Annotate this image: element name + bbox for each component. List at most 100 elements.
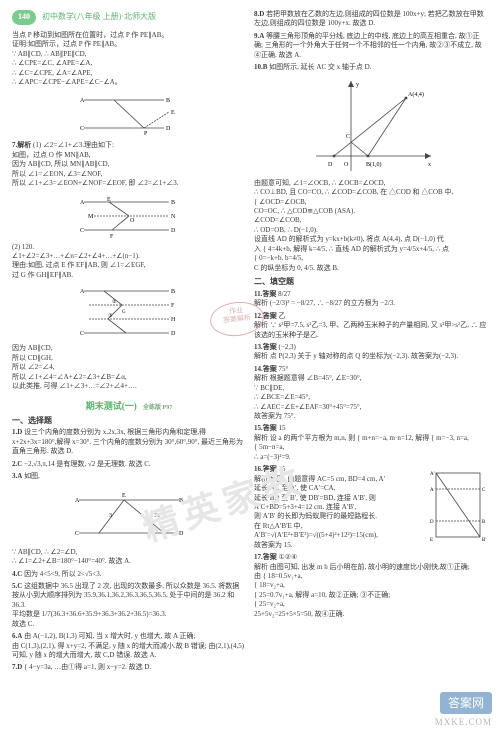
section-b-heading: 二、填空题 (254, 277, 488, 288)
b12-text: 解析 ∵ s²甲=7.5, s²乙=3, 甲、乙两种玉米种子的产量相同, 又 s… (254, 321, 488, 340)
b16l: 则 A′B′ 的长即为蚂蚁爬行的最短路程长. (254, 512, 424, 521)
b14l: ∴ ∠AEC=∠E+∠EAF=30°+45°=75°, (254, 403, 488, 412)
diagram-q7b: AB CD ②G ③F H (74, 283, 184, 341)
b15-ans: 15 (279, 424, 286, 432)
b15l: { 5m−n=a, (254, 443, 488, 452)
q7c-line: 所以 ∠1+∠4=∠A+∠2=∠3+∠B=∠α, (12, 373, 246, 382)
svg-text:3: 3 (109, 513, 112, 519)
a10d: ∠COD=∠COB, (254, 216, 488, 225)
intro-line: ∴ ∠C=∠CPE, ∠A=∠APE, (12, 69, 246, 78)
b14l: ∵ BC∥DE, (254, 384, 488, 393)
a3-num: 3.A (12, 472, 22, 480)
a6-text: 由 A(−1,2), B(1,3) 可知, 当 x 增大时, y 也增大, 故 … (24, 632, 195, 640)
a9: 9.A 等腰三角形顶角的平分线, 底边上的中线, 底边上的高互相重合, 故①正确… (254, 32, 488, 60)
b12: 12.答案 乙 解析 ∵ s²甲=7.5, s²乙=3, 甲、乙两种玉米种子的产… (254, 312, 488, 340)
b17-ans: ①②④ (279, 553, 298, 561)
a3-after-line: ∵ AB∥CD, ∴ ∠2=∠D, (12, 548, 246, 557)
svg-text:A: A (80, 200, 85, 206)
b17l: 解析 由图可知, 出发 m h 后小明在前, 故小明的速度比小刚快,故①正确; (254, 563, 488, 572)
b17l: 25+5v₂=25+5×5=50, 故④正确. (254, 610, 488, 619)
a5-text2: 平均数是 1/7(36.3+36.6+35.9+36.3+36.2+36.5)=… (12, 610, 246, 619)
b16l: 在 Rt△A′B′E 中, (254, 522, 424, 531)
exam-title-text: 期末测试(一) (86, 401, 137, 411)
b14l: 解析 根据题意得 ∠B=45°, ∠E=30°, (254, 374, 488, 383)
a8-text: 若把甲数放在乙数的左边,则组成的四位数是 100x+y; 若把乙数放在甲数左边,… (254, 10, 484, 27)
b11: 11.答案 8/27 解析 (−2/3)³ = −8/27, ∴ −8/27 的… (254, 290, 488, 309)
svg-text:D: D (179, 531, 184, 537)
a4: 4.C 因为 4<5<9, 所以 2<√5<3. (12, 570, 246, 579)
page-body: 140 初中数学(八年级 上册)·北师大版 当点 P 移动到如图所在位置时，过点… (0, 0, 500, 688)
b16-row: 16.答案 15 解析 如图, 由题意得 AC=5 cm, BD=4 cm, A… (254, 465, 488, 553)
diagram-b16: A′ A C D B B′ E (428, 465, 488, 545)
q7c-line: 所以 CD∥GH, (12, 354, 246, 363)
svg-text:E: E (122, 493, 126, 499)
q7-conclusion: 因为 AB∥CD, 所以 CD∥GH, 所以 ∠2=∠4, 所以 ∠1+∠4=∠… (12, 344, 246, 391)
svg-text:A: A (75, 498, 80, 504)
a3-after: ∵ AB∥CD, ∴ ∠2=∠D, ∴ ∠1=∠2+∠B=180°−140°=4… (12, 548, 246, 567)
diagram-intro: A B C D P E (74, 90, 184, 138)
svg-text:A(4,4): A(4,4) (408, 91, 424, 98)
page-number-badge: 140 (12, 10, 36, 25)
b16l: 故答案为 15. (254, 541, 424, 550)
a5-num: 5.C (12, 582, 22, 590)
b16l: 延长 BD 至 B′, 使 DB′=BD, 连接 A′B′, 则 (254, 494, 424, 503)
a10d: ∴ CO⊥BD, 且 CO=CO, ∴ ∠COD=∠COB, 在 △COD 和 … (254, 188, 488, 197)
b15-num: 15.答案 (254, 424, 277, 432)
intro-line: ∴ ∠APC=∠CPE−∠APE=∠C−∠A。 (12, 78, 246, 87)
svg-text:B: B (171, 200, 175, 206)
svg-text:C: C (80, 228, 84, 234)
a8: 8.D 若把甲数放在乙数的左边,则组成的四位数是 100x+y; 若把乙数放在甲… (254, 10, 488, 29)
a10-text: 如图所示, 延长 AC 交 x 轴于点 D. (269, 63, 371, 71)
left-column: 140 初中数学(八年级 上册)·北师大版 当点 P 移动到如图所在位置时，过点… (12, 10, 246, 676)
b17l: 由 { 18=0.5v₁+a, (254, 572, 488, 581)
b15: 15.答案 15 解析 设 a 的两个平方根为 m,n, 则 { m+n=−a,… (254, 424, 488, 462)
right-column: 8.D 若把甲数放在乙数的左边,则组成的四位数是 100x+y; 若把乙数放在甲… (254, 10, 488, 676)
svg-text:N: N (171, 214, 176, 220)
q7c-line: 所以 ∠2=∠4, (12, 363, 246, 372)
intro-block: 当点 P 移动到如图所在位置时，过点 P 作 PE∥AB。 证明:如图所示，过点… (12, 31, 246, 88)
b15l: 解析 设 a 的两个平方根为 m,n, 则 { m+n=−a, m·n=12, … (254, 434, 488, 443)
a2-num: 2.C (12, 460, 22, 468)
q7b: (2) 120. ∠1+∠2=∠3+…+∠n=∠2+∠4+…+∠(n−1). 理… (12, 243, 246, 281)
svg-text:E: E (171, 110, 175, 116)
svg-text:G: G (122, 310, 126, 315)
q7-num: 7.解析 (12, 141, 31, 149)
q7b-120: (2) 120. (12, 243, 246, 252)
svg-text:C: C (346, 134, 350, 140)
svg-text:B: B (482, 520, 486, 525)
q7-line: 所以 ∠1+∠3=∠EON+∠NOF=∠EOF, 即 ∠2=∠1+∠3. (12, 179, 246, 188)
svg-text:D: D (430, 520, 434, 525)
q7-line: 因为 AB∥CD, 所以 MN∥AB∥CD, (12, 160, 246, 169)
b11-num: 11.答案 (254, 290, 276, 298)
exam-title: 期末测试(一) 全练版 P97 (12, 400, 246, 412)
b13-text: 解析 点 P(2,3) 关于 y 轴对称的点 Q 的坐标为(−2,3). 故答案… (254, 352, 488, 361)
a1-text: 设三个内角的度数分别为 x,2x,3x, 根据三角形内角和定理,得 x+2x+3… (12, 428, 243, 455)
a5-text3: 故选 C. (12, 620, 246, 629)
b14l: ∴ ∠BCE=∠E=45°, (254, 393, 488, 402)
q7-line: 如图，过点 O 作 MN∥AB, (12, 151, 246, 160)
b16l: A′B′=√(A′E²+B′E²)=√((5+4)²+12²)=15(cm), (254, 531, 424, 540)
svg-text:B(1,0): B(1,0) (366, 161, 382, 168)
svg-text:B′: B′ (482, 538, 486, 543)
svg-text:E: E (107, 197, 111, 203)
a7: 7.D { 4−y=3a, …由①得 a=1, 则 x−y=2. 故选 D. (12, 663, 246, 672)
a2-text: −2,√3,π,14 是有理数, √2 是无理数. 故选 C. (24, 460, 151, 468)
section-a-heading: 一、选择题 (12, 416, 246, 427)
b13-ans: (−2,3) (279, 343, 296, 351)
b16l: A′C+BD=5+3+4=12 cm. 连接 A′B′, (254, 503, 424, 512)
svg-text:A′: A′ (430, 472, 435, 477)
b17l: { 25=0.7v₁+a, 解得 a=10, 故②正确; ③不正确; (254, 591, 488, 600)
b16l: 解析 如图, 由题意得 AC=5 cm, BD=4 cm, A′ (254, 475, 424, 484)
svg-text:C: C (482, 488, 486, 493)
a6-text2: 由 C(1,3),(2,1), 得 x+y=2, 不满足, y 随 x 的增大而… (12, 642, 246, 661)
svg-text:C: C (80, 126, 84, 132)
svg-text:A: A (430, 488, 434, 493)
q7-line: (1) ∠2=∠1+∠3.理由如下: (33, 141, 114, 149)
page-title: 初中数学(八年级 上册)·北师大版 (42, 12, 156, 21)
a10-derive: 由题意可知, ∠1=∠OCB, ∴ ∠OCB=∠OCD, ∴ CO⊥BD, 且 … (254, 179, 488, 273)
intro-line: 当点 P 移动到如图所在位置时，过点 P 作 PE∥AB。 (12, 31, 246, 40)
svg-text:E: E (430, 538, 433, 543)
a7-text: { 4−y=3a, …由①得 a=1, 则 x−y=2. 故选 D. (24, 663, 151, 671)
svg-text:②: ② (112, 299, 117, 305)
svg-text:F: F (110, 234, 114, 240)
